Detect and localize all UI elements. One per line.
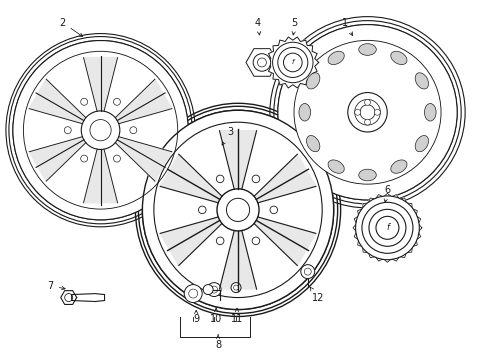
Circle shape <box>64 127 71 134</box>
Circle shape <box>354 109 360 115</box>
Ellipse shape <box>390 51 406 64</box>
Circle shape <box>184 285 202 302</box>
Ellipse shape <box>327 160 344 173</box>
Ellipse shape <box>358 169 376 181</box>
Text: 10: 10 <box>209 308 222 324</box>
Ellipse shape <box>414 73 427 89</box>
Text: 8: 8 <box>215 335 221 350</box>
Polygon shape <box>219 231 256 289</box>
Text: 1: 1 <box>341 18 352 36</box>
Polygon shape <box>160 217 222 266</box>
Circle shape <box>375 216 398 239</box>
Ellipse shape <box>306 73 319 89</box>
Text: 5: 5 <box>291 18 297 35</box>
Polygon shape <box>254 154 315 203</box>
Ellipse shape <box>414 135 427 152</box>
Polygon shape <box>83 58 117 111</box>
Ellipse shape <box>81 111 120 149</box>
Circle shape <box>207 283 221 297</box>
Ellipse shape <box>390 160 406 173</box>
Text: 7: 7 <box>47 280 65 291</box>
Text: 4: 4 <box>254 18 261 35</box>
Circle shape <box>364 99 370 105</box>
Circle shape <box>283 53 302 72</box>
Circle shape <box>269 206 277 214</box>
Circle shape <box>355 196 419 260</box>
Ellipse shape <box>142 110 333 310</box>
Circle shape <box>81 155 87 162</box>
Circle shape <box>113 98 120 105</box>
Polygon shape <box>72 293 96 302</box>
Polygon shape <box>94 293 104 302</box>
Ellipse shape <box>217 189 259 231</box>
Circle shape <box>368 209 405 246</box>
Text: 3: 3 <box>222 127 233 145</box>
Polygon shape <box>115 79 171 124</box>
Text: 6: 6 <box>383 185 390 202</box>
Ellipse shape <box>358 44 376 55</box>
Polygon shape <box>219 131 256 189</box>
Text: 11: 11 <box>230 308 243 324</box>
Polygon shape <box>29 137 86 181</box>
Circle shape <box>361 202 412 253</box>
Ellipse shape <box>298 103 310 121</box>
Ellipse shape <box>327 51 344 64</box>
Polygon shape <box>115 137 171 181</box>
Circle shape <box>300 265 314 279</box>
Polygon shape <box>61 291 77 305</box>
Text: f: f <box>385 223 388 232</box>
Polygon shape <box>160 154 222 203</box>
Ellipse shape <box>13 41 188 220</box>
Circle shape <box>230 283 241 293</box>
Polygon shape <box>83 149 117 203</box>
Text: 2: 2 <box>60 18 82 36</box>
Circle shape <box>272 42 312 83</box>
Text: f: f <box>291 59 293 66</box>
Text: 9: 9 <box>193 310 199 324</box>
Circle shape <box>113 155 120 162</box>
Circle shape <box>364 119 370 125</box>
Ellipse shape <box>306 135 319 152</box>
Polygon shape <box>266 37 318 88</box>
Circle shape <box>252 237 259 245</box>
Circle shape <box>198 206 205 214</box>
Polygon shape <box>352 193 421 262</box>
Polygon shape <box>254 217 315 266</box>
Circle shape <box>374 109 380 115</box>
Text: 12: 12 <box>309 287 323 302</box>
Circle shape <box>257 58 266 67</box>
Circle shape <box>130 127 137 134</box>
Circle shape <box>253 54 270 71</box>
Circle shape <box>203 285 213 294</box>
Circle shape <box>216 237 224 245</box>
Ellipse shape <box>277 24 456 200</box>
Circle shape <box>216 175 224 183</box>
Ellipse shape <box>424 103 435 121</box>
Ellipse shape <box>293 40 440 184</box>
Circle shape <box>252 175 259 183</box>
Ellipse shape <box>347 93 386 132</box>
Polygon shape <box>29 79 86 124</box>
Circle shape <box>81 98 87 105</box>
Circle shape <box>277 48 307 77</box>
